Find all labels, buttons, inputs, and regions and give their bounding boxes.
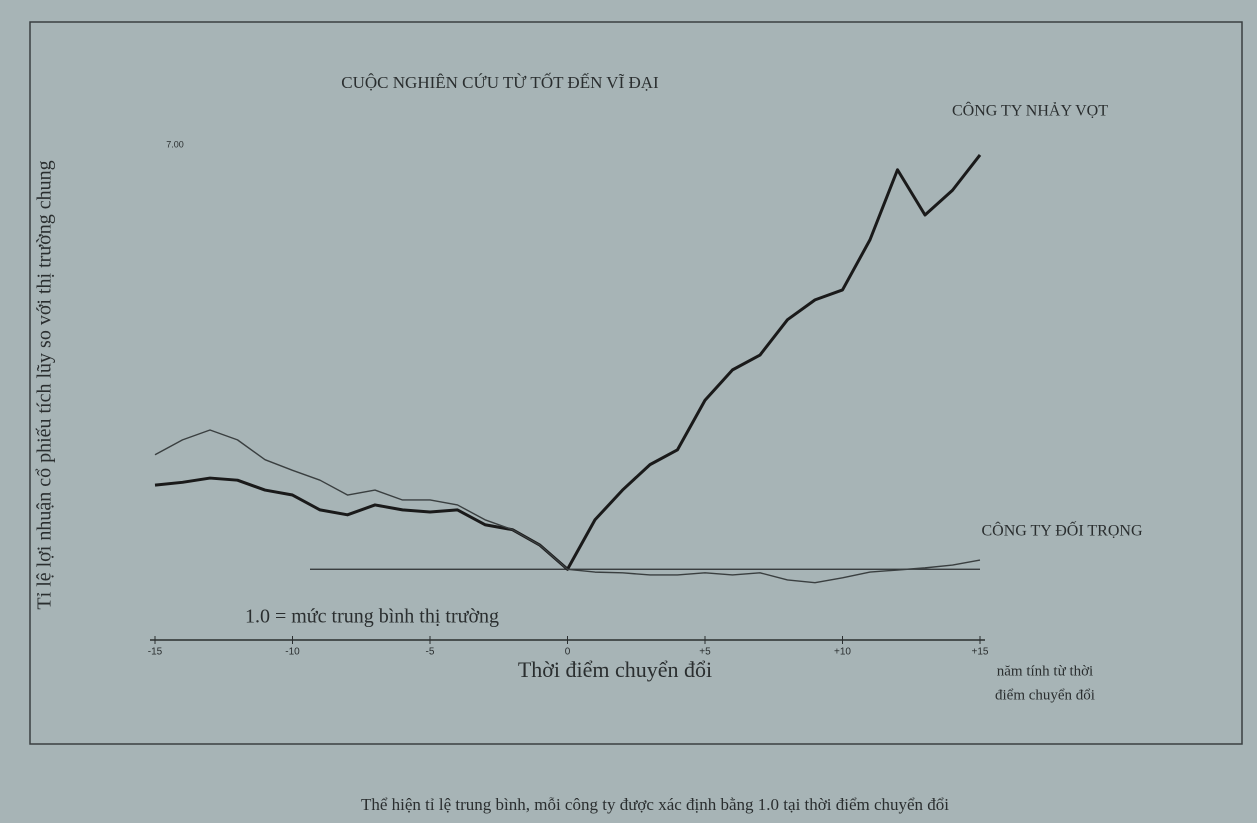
x-tick-label: +15 [972,647,989,658]
x-tick-label: +10 [834,647,851,658]
chart-frame [29,21,1243,745]
x-note: năm tính từ thời [997,663,1093,679]
x-tick-label: -10 [285,647,300,658]
x-tick-label: 0 [565,647,571,658]
x-axis-label: Thời điểm chuyển đổi [518,657,712,682]
reference-label: 1.0 = mức trung bình thị trường [245,606,499,628]
y-tick-label: 7.00 [166,139,184,149]
x-note: điểm chuyển đổi [995,687,1095,703]
caption: Thể hiện tỉ lệ trung bình, mỗi công ty đ… [361,795,949,814]
chart-title: CUỘC NGHIÊN CỨU TỪ TỐT ĐẾN VĨ ĐẠI [341,73,659,92]
x-tick-label: -5 [426,647,435,658]
y-axis-label: Tỉ lệ lợi nhuận cổ phiếu tích lũy so với… [34,160,56,609]
series-line [154,429,981,584]
x-tick-label: +5 [699,647,711,658]
legend-label: CÔNG TY NHẢY VỌT [952,101,1108,120]
legend-label: CÔNG TY ĐỐI TRỌNG [981,521,1142,540]
x-tick-label: -15 [148,647,163,658]
